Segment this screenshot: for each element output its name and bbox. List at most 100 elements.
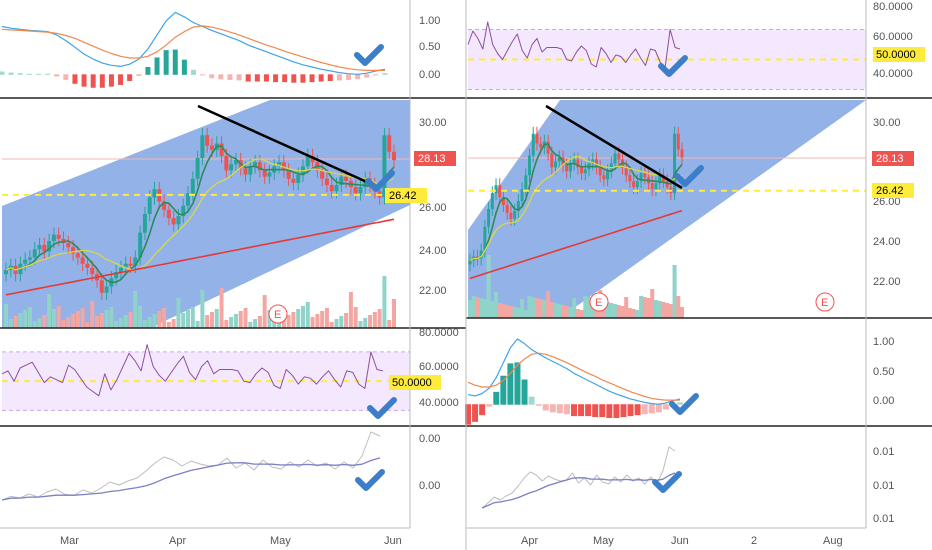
volume-bar — [512, 307, 517, 318]
right-level-label: 26.42 — [876, 185, 904, 197]
macd-histogram-bar — [300, 74, 306, 83]
candle-body — [594, 159, 598, 168]
volume-bar — [631, 309, 636, 318]
macd-histogram-bar — [181, 59, 187, 75]
candle-body — [310, 155, 315, 163]
indicator4-line — [481, 446, 676, 509]
candle-body — [513, 210, 517, 219]
macd-histogram-bar — [472, 404, 479, 422]
left-earnings-marker[interactable]: E — [268, 304, 288, 324]
volume-bar — [4, 304, 8, 328]
left-axis-labels: 1.00 0.50 0.00 30.00 26.00 24.00 22.00 8… — [60, 15, 459, 547]
macd-histogram-bar — [327, 74, 333, 81]
volume-bar — [344, 313, 349, 328]
candle-body — [490, 193, 494, 209]
volume-bar — [508, 306, 513, 318]
volume-bar — [377, 309, 382, 328]
volume-bar — [531, 297, 536, 318]
candle-body — [277, 162, 282, 167]
volume-bar — [494, 292, 499, 318]
volume-bar — [624, 297, 629, 318]
volume-bar — [505, 305, 510, 318]
left-earnings-label: E — [274, 309, 281, 321]
left-price-tick: 24.00 — [419, 245, 447, 257]
candle-body — [142, 214, 147, 233]
volume-bar — [657, 301, 662, 318]
macd-histogram-bar — [136, 74, 142, 76]
candle-body — [572, 159, 576, 164]
sma-fast-line — [5, 145, 395, 284]
macd-histogram-bar — [382, 73, 388, 75]
volume-bar — [37, 318, 42, 328]
volume-bar — [387, 320, 392, 328]
volume-bar — [572, 298, 577, 318]
candle-body — [305, 155, 310, 167]
volume-bar — [114, 321, 119, 328]
candle-body — [382, 135, 387, 198]
right-earnings-marker-future[interactable]: E — [815, 292, 835, 312]
candle-body — [487, 209, 491, 227]
rsi-line — [467, 21, 681, 68]
right-chart[interactable] — [465, 21, 866, 509]
candle-body — [286, 170, 291, 179]
volume-bar — [238, 311, 243, 328]
macd-histogram-bar — [578, 404, 585, 417]
right-last-price-label: 28.13 — [876, 153, 904, 165]
volume-bar — [162, 308, 167, 328]
candle-body — [639, 173, 643, 182]
volume-bar — [296, 309, 301, 328]
volume-bar — [277, 321, 282, 328]
candle-body — [498, 185, 502, 198]
sma-slow-line — [469, 209, 683, 280]
candle-body — [524, 175, 528, 190]
candle-body — [42, 245, 47, 252]
candle-body — [535, 133, 539, 144]
macd-histogram-bar — [172, 49, 178, 75]
volume-bar — [315, 314, 320, 328]
checkmark-icon — [367, 397, 397, 419]
volume-bar — [542, 300, 547, 318]
macd-histogram-bar — [648, 404, 655, 414]
volume-bar — [253, 319, 258, 328]
candle-body — [205, 135, 210, 146]
right-rsi-level-badge: 50.0000 — [873, 47, 925, 62]
right-x-tick: 2 — [751, 535, 757, 547]
volume-bar — [219, 288, 224, 328]
macd-histogram-bar — [556, 404, 563, 414]
resistance-trendline — [545, 104, 683, 190]
candle-body — [658, 175, 662, 184]
candle-body — [171, 218, 176, 225]
right-x-tick: Apr — [521, 535, 538, 547]
volume-bar — [51, 309, 56, 328]
candle-body — [650, 183, 654, 190]
right-price-tick: 24.00 — [873, 236, 901, 248]
candle-body — [229, 164, 234, 171]
candle-body — [90, 267, 95, 275]
candle-body — [71, 247, 76, 254]
macd-histogram-bar — [493, 391, 500, 405]
candle-body — [334, 184, 339, 192]
volume-bar — [372, 312, 377, 328]
regression-channel — [468, 100, 866, 318]
candle-body — [296, 174, 301, 183]
candle-body — [257, 162, 262, 171]
macd-histogram-bar — [191, 69, 196, 75]
volume-bar — [267, 310, 272, 328]
volume-bar — [620, 306, 625, 318]
checkmark-icon — [669, 393, 699, 415]
right-earnings-marker[interactable]: E — [589, 292, 609, 312]
volume-bar — [310, 317, 315, 328]
macd-histogram-bar — [641, 404, 648, 415]
macd-histogram-bar — [606, 404, 613, 419]
volume-bar — [257, 316, 262, 328]
left-macd-tick: 0.00 — [419, 69, 440, 81]
macd-histogram-bar — [364, 74, 370, 78]
left-chart[interactable] — [0, 11, 410, 501]
candle-body — [580, 167, 584, 174]
macd-histogram-bar — [549, 404, 556, 413]
volume-bar — [676, 296, 681, 318]
checkmark-icon — [658, 55, 688, 77]
macd-histogram-bar — [209, 74, 215, 79]
